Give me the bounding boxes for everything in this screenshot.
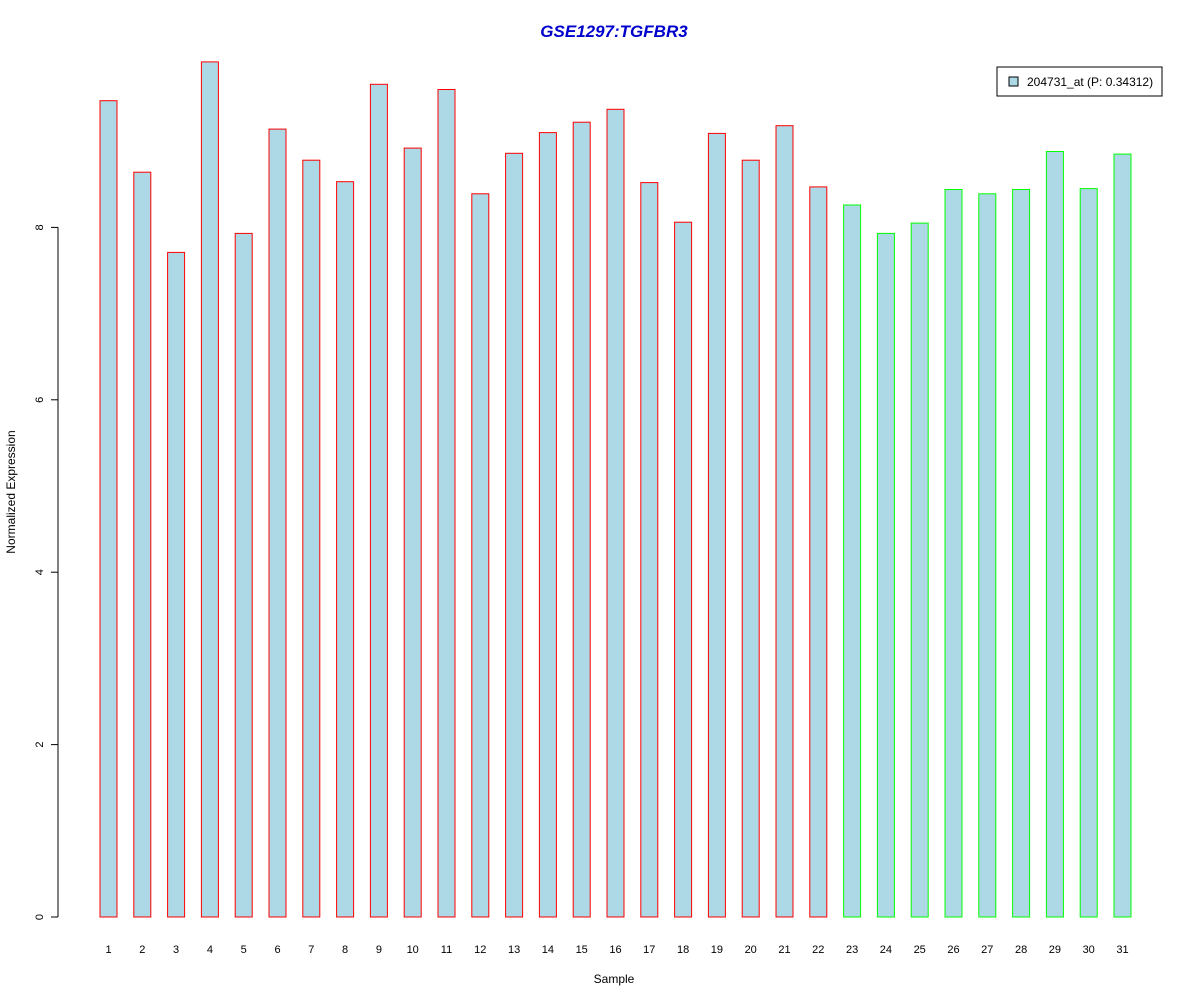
bar-sample-18: [674, 221, 693, 918]
bar-sample-17: [640, 182, 659, 918]
x-tick-label: 12: [474, 944, 486, 956]
chart-title: GSE1297:TGFBR3: [540, 22, 688, 41]
legend-swatch: [1008, 76, 1019, 87]
bar-sample-1: [99, 100, 118, 918]
bar-sample-27: [978, 193, 997, 918]
bar-sample-4: [200, 61, 219, 918]
bar-sample-5: [234, 232, 253, 918]
x-tick-label: 26: [947, 944, 959, 956]
x-tick-label: 30: [1083, 944, 1095, 956]
x-tick-label: 15: [576, 944, 588, 956]
x-tick-label: 4: [207, 944, 213, 956]
y-tick-label: 8: [34, 224, 46, 230]
bar-sample-8: [336, 181, 355, 918]
y-tick-label: 6: [34, 397, 46, 403]
bar-sample-25: [910, 222, 929, 918]
bar-sample-26: [944, 189, 963, 918]
bar-sample-16: [606, 108, 625, 918]
x-tick-label: 31: [1116, 944, 1128, 956]
y-axis: 0 2 4 6 8: [34, 224, 59, 920]
x-tick-label: 1: [105, 944, 111, 956]
x-tick-label: 24: [880, 944, 892, 956]
x-tick-labels: 1 2 3 4 5 6 7 8 9 10 11 12 13 14 15 16 17 18 19 20 21 22 23 24 2…: [105, 944, 1128, 956]
bar-sample-12: [471, 193, 490, 918]
bars: [99, 61, 1132, 918]
bar-sample-15: [572, 121, 591, 918]
bar-sample-23: [843, 204, 862, 918]
legend: 204731_at (P: 0.34312): [996, 66, 1163, 97]
bar-sample-24: [876, 232, 895, 918]
x-tick-label: 2: [139, 944, 145, 956]
bar-sample-28: [1012, 189, 1031, 918]
bar-sample-10: [403, 147, 422, 918]
x-tick-label: 28: [1015, 944, 1027, 956]
bar-sample-14: [538, 132, 557, 918]
bar-sample-3: [167, 251, 186, 918]
bar-sample-11: [437, 89, 456, 918]
x-tick-label: 16: [609, 944, 621, 956]
bar-sample-2: [133, 171, 152, 918]
x-axis-label: Sample: [594, 972, 635, 986]
x-tick-label: 8: [342, 944, 348, 956]
bar-sample-6: [268, 128, 287, 918]
bar-sample-20: [741, 159, 760, 918]
bar-sample-29: [1045, 151, 1064, 918]
legend-entry: 204731_at (P: 0.34312): [1027, 75, 1153, 89]
x-tick-label: 14: [542, 944, 554, 956]
y-tick-label: 2: [34, 742, 46, 748]
y-axis-label: Normalized Expression: [4, 430, 18, 553]
bar-sample-22: [809, 186, 828, 918]
legend-box: [996, 66, 1163, 97]
bar-sample-9: [369, 83, 388, 918]
bar-sample-7: [302, 159, 321, 918]
x-tick-label: 6: [274, 944, 280, 956]
x-tick-label: 7: [308, 944, 314, 956]
bar-sample-19: [707, 132, 726, 918]
x-tick-label: 22: [812, 944, 824, 956]
bar-sample-21: [775, 125, 794, 918]
x-tick-label: 17: [643, 944, 655, 956]
y-tick-label: 4: [34, 569, 46, 575]
x-tick-label: 20: [745, 944, 757, 956]
bar-sample-30: [1079, 188, 1098, 918]
x-tick-label: 13: [508, 944, 520, 956]
bar-sample-31: [1113, 153, 1132, 918]
x-tick-label: 29: [1049, 944, 1061, 956]
x-tick-label: 25: [914, 944, 926, 956]
x-tick-label: 27: [981, 944, 993, 956]
x-tick-label: 11: [441, 944, 452, 956]
x-tick-label: 3: [173, 944, 179, 956]
x-tick-label: 9: [376, 944, 382, 956]
x-tick-label: 23: [846, 944, 858, 956]
x-tick-label: 10: [407, 944, 419, 956]
x-tick-label: 21: [778, 944, 790, 956]
y-tick-label: 0: [34, 914, 46, 920]
bar-sample-13: [505, 152, 524, 918]
x-tick-label: 19: [711, 944, 723, 956]
x-tick-label: 18: [677, 944, 689, 956]
x-tick-label: 5: [241, 944, 247, 956]
